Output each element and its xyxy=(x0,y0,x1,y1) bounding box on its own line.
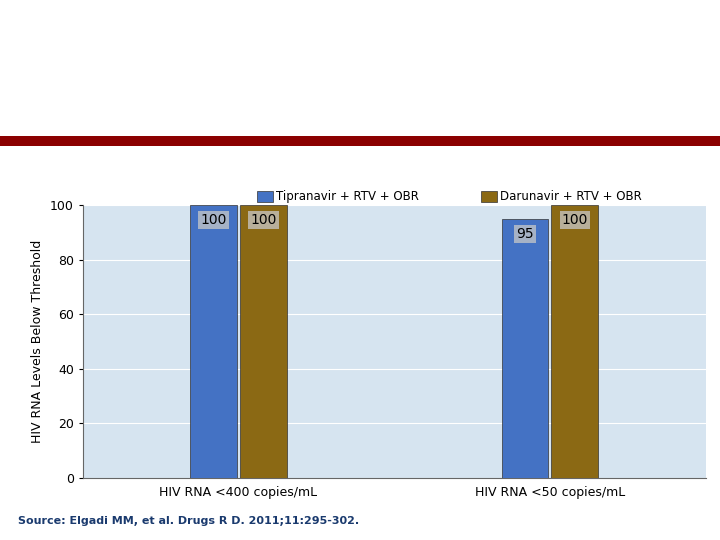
Bar xyxy=(240,205,287,478)
Text: Tipranavir + RTV + OBR: Tipranavir + RTV + OBR xyxy=(276,190,419,203)
Text: Tipranavir/r versus Darunavir/r in Treatment-Experienced: Tipranavir/r versus Darunavir/r in Treat… xyxy=(18,26,494,44)
Bar xyxy=(257,191,273,202)
Bar xyxy=(552,205,598,478)
Text: Source: Elgadi MM, et al. Drugs R D. 2011;11:295-302.: Source: Elgadi MM, et al. Drugs R D. 201… xyxy=(18,516,359,526)
Text: Week 24: Virologic Data: Week 24: Virologic Data xyxy=(18,161,224,176)
Text: 95: 95 xyxy=(516,227,534,241)
Bar xyxy=(190,205,237,478)
Text: POTENT: Result: POTENT: Result xyxy=(18,80,212,100)
Bar xyxy=(502,219,549,478)
Text: 100: 100 xyxy=(251,213,276,227)
Text: Darunavir + RTV + OBR: Darunavir + RTV + OBR xyxy=(500,190,642,203)
Bar xyxy=(0,136,720,146)
Bar xyxy=(482,191,497,202)
Text: 100: 100 xyxy=(200,213,227,227)
Y-axis label: HIV RNA Levels Below Threshold: HIV RNA Levels Below Threshold xyxy=(32,240,45,443)
Text: 100: 100 xyxy=(562,213,588,227)
